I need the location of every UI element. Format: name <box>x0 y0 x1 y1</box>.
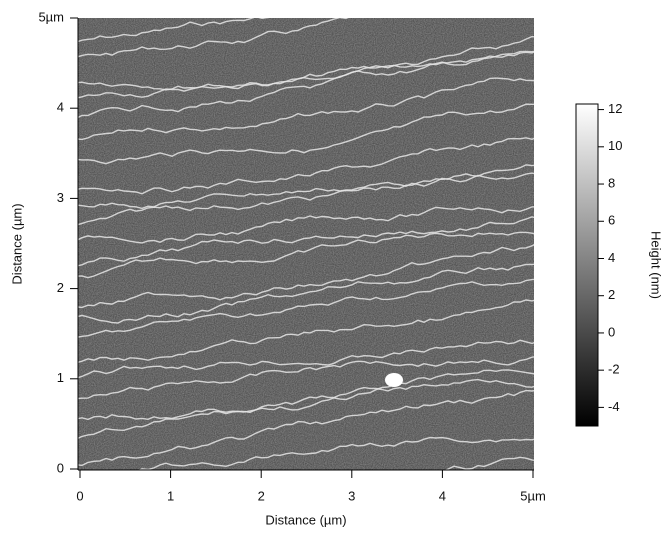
y-tick-label: 4 <box>57 100 64 115</box>
x-tick-label: 0 <box>76 488 83 503</box>
y-tick-label: 2 <box>57 280 64 295</box>
colorbar-tick-label: 12 <box>608 101 622 116</box>
step-edge <box>78 231 534 279</box>
step-edge <box>78 369 534 440</box>
x-tick-label: 5µm <box>520 488 546 503</box>
particle <box>385 373 403 387</box>
step-edge <box>78 18 269 43</box>
step-edge <box>78 18 349 58</box>
step-edge <box>78 263 534 324</box>
step-edge <box>78 50 534 99</box>
step-edge <box>122 436 534 470</box>
step-edge <box>78 339 534 379</box>
y-tick-label: 1 <box>57 370 64 385</box>
x-tick-label: 4 <box>439 488 446 503</box>
y-tick-label: 5µm <box>38 9 64 24</box>
step-edge <box>78 206 534 244</box>
step-edge <box>78 164 534 210</box>
colorbar-label: Height (nm) <box>649 231 664 299</box>
step-edge <box>78 244 534 309</box>
step-edge <box>78 278 534 338</box>
step-edge <box>78 137 534 195</box>
step-edge <box>444 456 534 470</box>
step-edge <box>78 172 534 226</box>
colorbar-tick-label: -4 <box>608 399 620 414</box>
step-edges <box>78 18 534 470</box>
step-edge <box>78 103 534 165</box>
x-tick-label: 1 <box>167 488 174 503</box>
x-axis-label: Distance (µm) <box>265 512 346 527</box>
colorbar <box>575 103 599 427</box>
y-tick-label: 3 <box>57 190 64 205</box>
colorbar-tick-label: -2 <box>608 362 620 377</box>
step-edge <box>78 216 534 267</box>
colorbar-tick-label: 0 <box>608 324 615 339</box>
colorbar-tick-label: 6 <box>608 213 615 228</box>
step-edge <box>78 51 534 119</box>
colorbar-tick-label: 8 <box>608 175 615 190</box>
colorbar-tick-label: 4 <box>608 250 615 265</box>
step-edge <box>78 299 534 364</box>
step-edge <box>78 389 534 467</box>
step-edge <box>78 356 534 400</box>
step-edge <box>78 77 534 141</box>
x-tick-label: 2 <box>258 488 265 503</box>
colorbar-tick-label: 10 <box>608 138 622 153</box>
x-tick-label: 3 <box>348 488 355 503</box>
step-edge <box>78 378 534 421</box>
colorbar-tick-label: 2 <box>608 287 615 302</box>
y-axis-label: Distance (µm) <box>9 203 24 284</box>
y-tick-label: 0 <box>57 460 64 475</box>
